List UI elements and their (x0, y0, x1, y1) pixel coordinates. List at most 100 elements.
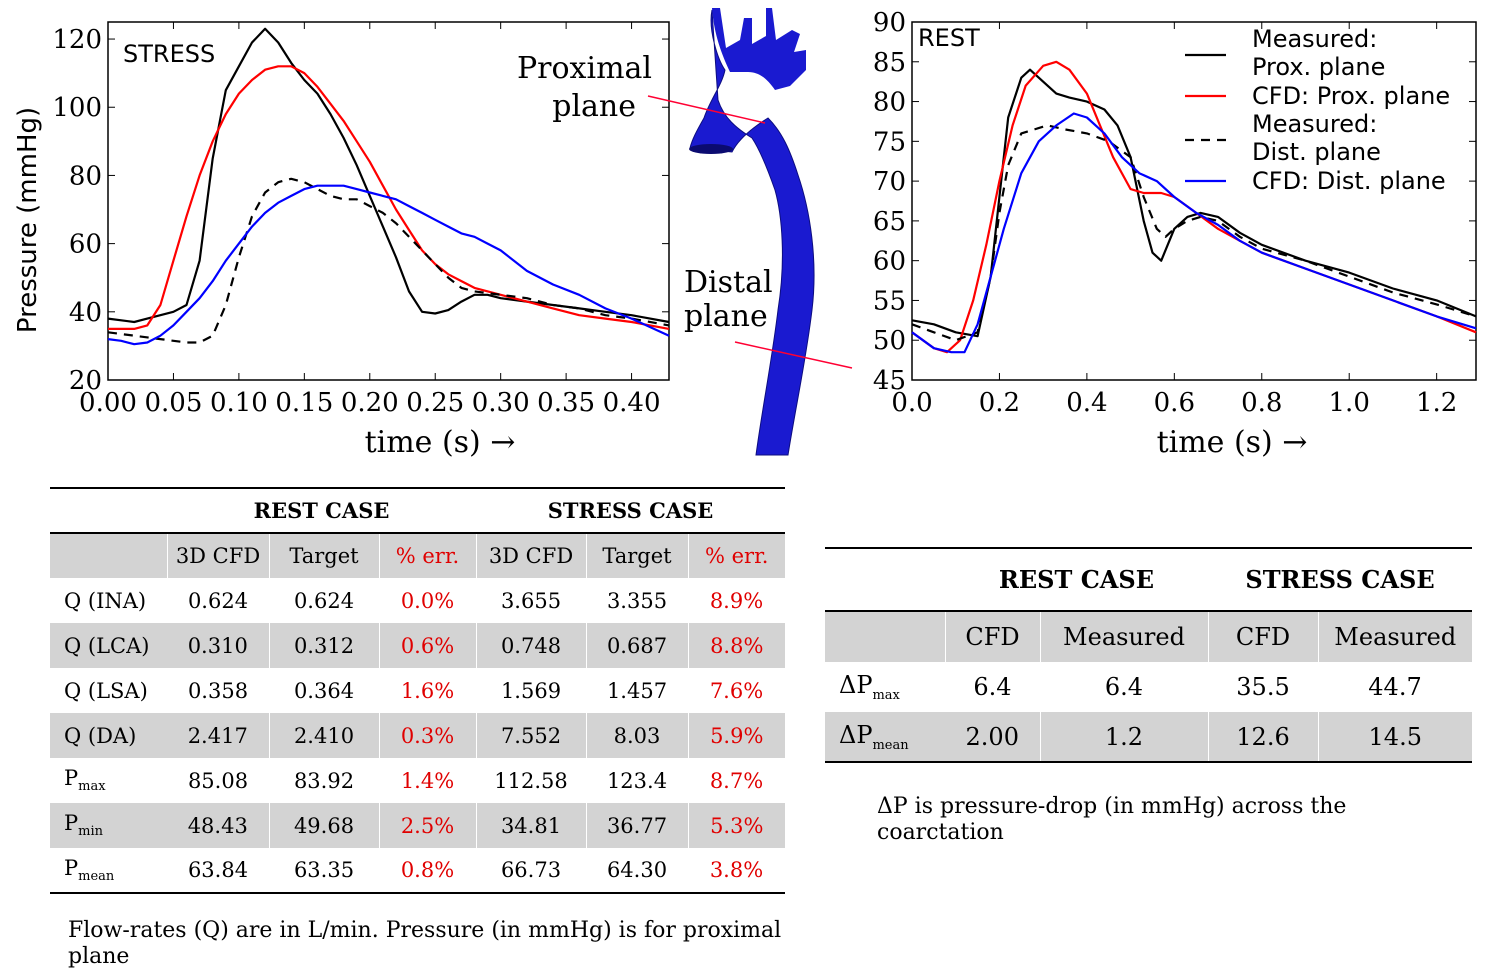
series-line-cfd_prox (108, 65, 670, 330)
table-cell: 5.3% (710, 813, 764, 838)
y-tick-label: 90 (873, 8, 906, 38)
table-cell: 66.73 (500, 858, 562, 882)
y-axis-label: Pressure (mmHg) (13, 107, 43, 333)
table-cell: 0.8% (400, 858, 455, 882)
legend-label: Prox. plane (1252, 53, 1385, 81)
series-line-measured_dist (911, 124, 1477, 342)
x-tick-label: 1.2 (1416, 388, 1457, 418)
col-header: Measured (1040, 611, 1209, 662)
x-tick-label: 0.8 (1241, 388, 1282, 418)
table2-footnote: ΔP is pressure-drop (in mmHg) across the… (877, 794, 1347, 845)
chart-inset-label: REST (918, 24, 980, 52)
rest-case-header: REST CASE (998, 565, 1155, 594)
y-tick-label: 50 (873, 326, 906, 356)
table-cell: 1.569 (500, 678, 562, 703)
table-row: Q (DA) 2.417 2.410 0.3% 7.552 8.03 5.9% (50, 713, 785, 758)
table-cell: 3.355 (606, 588, 668, 613)
table-cell: 63.84 (187, 858, 249, 882)
rest-pressure-chart: 0.0 0.2 0.4 0.6 0.8 1.0 1.2 45 50 55 60 65 70 75 80 85 9… (873, 8, 1477, 460)
proximal-plane-label: Proximal (517, 51, 652, 86)
legend-label: Dist. plane (1252, 138, 1381, 166)
x-tick-label: 0.15 (275, 388, 333, 418)
table-cell: 2.5% (379, 803, 477, 848)
table-cell: 3.655 (500, 588, 562, 613)
table-cell: 85.08 (187, 768, 249, 793)
table-cell: 112.58 (494, 768, 568, 793)
row-label: Pmean (64, 855, 115, 885)
series-line-cfd_dist (911, 112, 1477, 354)
row-label: ΔPmax (839, 671, 900, 703)
table-cell: 0.624 (293, 588, 355, 613)
table1-footnote: Flow-rates (Q) are in L/min. Pressure (i… (68, 918, 782, 969)
distal-plane-label: Distal (684, 265, 773, 300)
col-header: Measured (1334, 623, 1457, 651)
col-header: CFD (945, 611, 1041, 662)
table-row: Pmean 63.84 63.35 0.8% 66.73 64.30 3.8% (50, 848, 785, 893)
x-axis-label: time (s) → (365, 425, 516, 460)
table-cell: 0.624 (187, 588, 249, 613)
table-cell: 8.9% (709, 588, 764, 613)
x-tick-label: 0.35 (537, 388, 595, 418)
table-cell: 1.457 (606, 678, 668, 703)
stress-pressure-chart: 0.00 0.05 0.10 0.15 0.20 0.25 0.30 0.35 0.40 20 40… (13, 21, 670, 460)
table-cell: 8.7% (709, 768, 764, 793)
y-tick-label: 20 (69, 366, 102, 396)
y-tick-label: 55 (873, 286, 906, 316)
pressure-drop-table: REST CASE STRESS CASE CFD Measured CFD M… (825, 547, 1472, 763)
x-tick-label: 0.20 (341, 388, 399, 418)
stress-case-header: STRESS CASE (547, 498, 714, 523)
x-tick-label: 0.00 (79, 388, 137, 418)
table-cell: 6.4 (1104, 673, 1144, 701)
stress-case-header: STRESS CASE (1245, 565, 1435, 594)
table-row: Q (INA) 0.624 0.624 0.0% 3.655 3.355 8.9% (50, 578, 785, 623)
table-cell: 3.8% (709, 858, 764, 882)
distal-plane-label-2: plane (684, 299, 768, 334)
table-cell: 2.417 (167, 713, 270, 758)
legend-label: Measured: (1252, 110, 1377, 138)
series-line-measured_prox (107, 27, 670, 324)
plot-frame (911, 21, 1477, 381)
y-tick-label: 85 (873, 48, 906, 78)
table-row: Q (LSA) 0.358 0.364 1.6% 1.569 1.457 7.6% (50, 668, 785, 713)
table-cell: 2.00 (945, 712, 1041, 762)
table-cell: 7.552 (476, 713, 587, 758)
table-cell: 6.4 (973, 673, 1012, 701)
x-axis-label: time (s) → (1157, 425, 1308, 460)
x-tick-label: 0.2 (979, 388, 1020, 418)
x-tick-label: 0.30 (472, 388, 530, 418)
col-header: % err. (379, 533, 477, 578)
table-cell: 0.687 (586, 623, 689, 668)
table-cell: 7.6% (709, 678, 764, 703)
x-tick-label: 0.40 (603, 388, 661, 418)
legend-label: CFD: Prox. plane (1252, 82, 1450, 110)
rest-case-header: REST CASE (253, 498, 390, 523)
aorta-vessel (689, 8, 815, 456)
y-tick-label: 120 (52, 25, 102, 55)
row-label: ΔPmean (839, 720, 909, 753)
y-tick-label: 40 (69, 298, 102, 328)
legend-label: Measured: (1252, 25, 1377, 53)
y-tick-label: 60 (69, 230, 102, 260)
col-header: Target (586, 533, 689, 578)
x-tick-label: 1.0 (1329, 388, 1370, 418)
row-label: Q (LCA) (64, 633, 150, 658)
y-tick-label: 75 (873, 127, 906, 157)
legend-label: CFD: Dist. plane (1252, 167, 1446, 195)
table-cell: 8.8% (710, 633, 764, 658)
series-line-cfd_dist (107, 184, 670, 346)
x-tick-label: 0.4 (1066, 388, 1107, 418)
table-cell: 1.6% (400, 678, 455, 703)
table-row: Q (LCA) 0.310 0.312 0.6% 0.748 0.687 8.8% (50, 623, 785, 668)
table-cell: 0.364 (293, 678, 355, 703)
y-tick-label: 80 (69, 161, 102, 191)
y-tick-label: 65 (873, 207, 906, 237)
rest-stress-comparison-table: REST CASE STRESS CASE 3D CFD Target % er… (50, 487, 785, 894)
y-tick-label: 100 (52, 93, 102, 123)
x-tick-label: 0.0 (891, 388, 932, 418)
table-cell: 83.92 (293, 768, 355, 793)
table-cell: 36.77 (586, 803, 689, 848)
table-row: Pmax 85.08 83.92 1.4% 112.58 123.4 8.7% (50, 758, 785, 803)
table-cell: 0.6% (379, 623, 477, 668)
table-cell: 0.310 (167, 623, 270, 668)
